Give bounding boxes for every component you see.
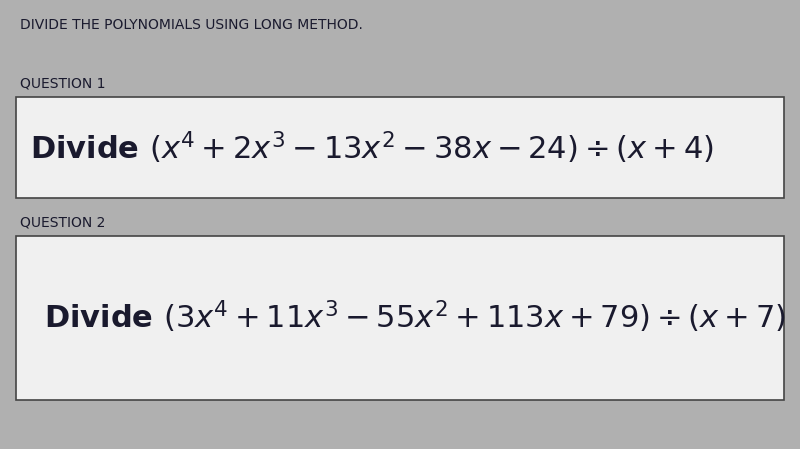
Text: Divide $(3x^4 + 11x^3 - 55x^2 + 113x + 79) \div (x + 7)$: Divide $(3x^4 + 11x^3 - 55x^2 + 113x + 7…: [44, 298, 786, 335]
Text: QUESTION 1: QUESTION 1: [20, 76, 106, 90]
Text: Divide $(x^4 + 2x^3 - 13x^2 - 38x - 24) \div (x + 4)$: Divide $(x^4 + 2x^3 - 13x^2 - 38x - 24) …: [30, 129, 714, 166]
Text: DIVIDE THE POLYNOMIALS USING LONG METHOD.: DIVIDE THE POLYNOMIALS USING LONG METHOD…: [20, 18, 363, 32]
FancyBboxPatch shape: [16, 236, 784, 400]
Text: QUESTION 2: QUESTION 2: [20, 216, 106, 229]
FancyBboxPatch shape: [16, 97, 784, 198]
